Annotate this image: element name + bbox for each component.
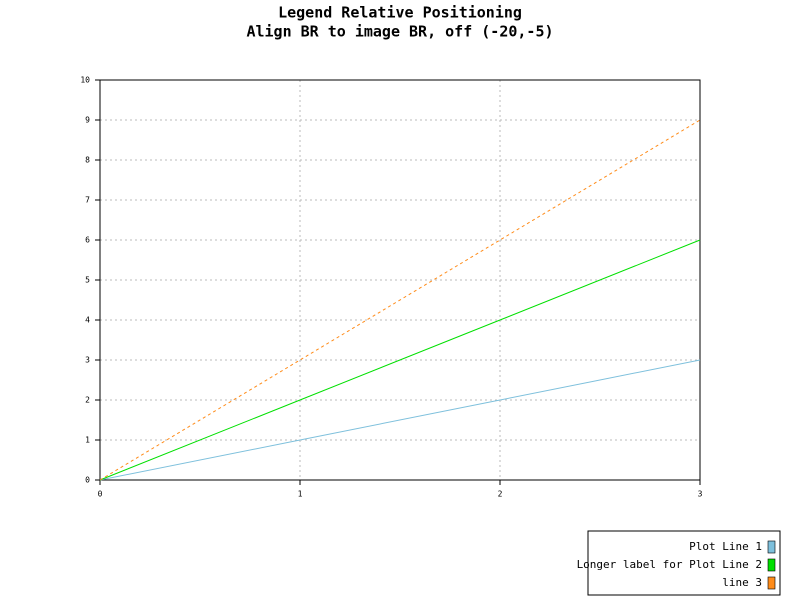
series-line <box>99 119 701 481</box>
x-tick-label: 0 <box>98 490 103 499</box>
series-line <box>99 239 701 481</box>
legend-label: line 3 <box>722 576 762 589</box>
chart-title: Legend Relative Positioning <box>278 4 522 22</box>
y-tick-label: 10 <box>80 76 90 85</box>
y-tick-label: 6 <box>85 236 90 245</box>
y-tick-label: 2 <box>85 396 90 405</box>
x-tick-label: 1 <box>298 490 303 499</box>
y-tick-label: 0 <box>85 476 90 485</box>
y-tick-label: 3 <box>85 356 90 365</box>
legend-swatch <box>767 540 776 554</box>
legend-label: Plot Line 1 <box>689 540 762 553</box>
x-tick-label: 2 <box>498 490 503 499</box>
y-tick-label: 5 <box>85 276 90 285</box>
y-tick-label: 7 <box>85 196 90 205</box>
y-tick-label: 9 <box>85 116 90 125</box>
legend-swatch <box>767 558 776 572</box>
y-tick-label: 4 <box>85 316 90 325</box>
x-tick-label: 3 <box>698 490 703 499</box>
series-line <box>99 359 701 481</box>
legend-swatch <box>767 576 776 590</box>
legend-box <box>587 530 781 596</box>
plot-frame <box>99 79 701 481</box>
y-tick-label: 8 <box>85 156 90 165</box>
chart-subtitle: Align BR to image BR, off (-20,-5) <box>246 23 553 41</box>
legend-label: Longer label for Plot Line 2 <box>577 558 762 571</box>
y-tick-label: 1 <box>85 436 90 445</box>
